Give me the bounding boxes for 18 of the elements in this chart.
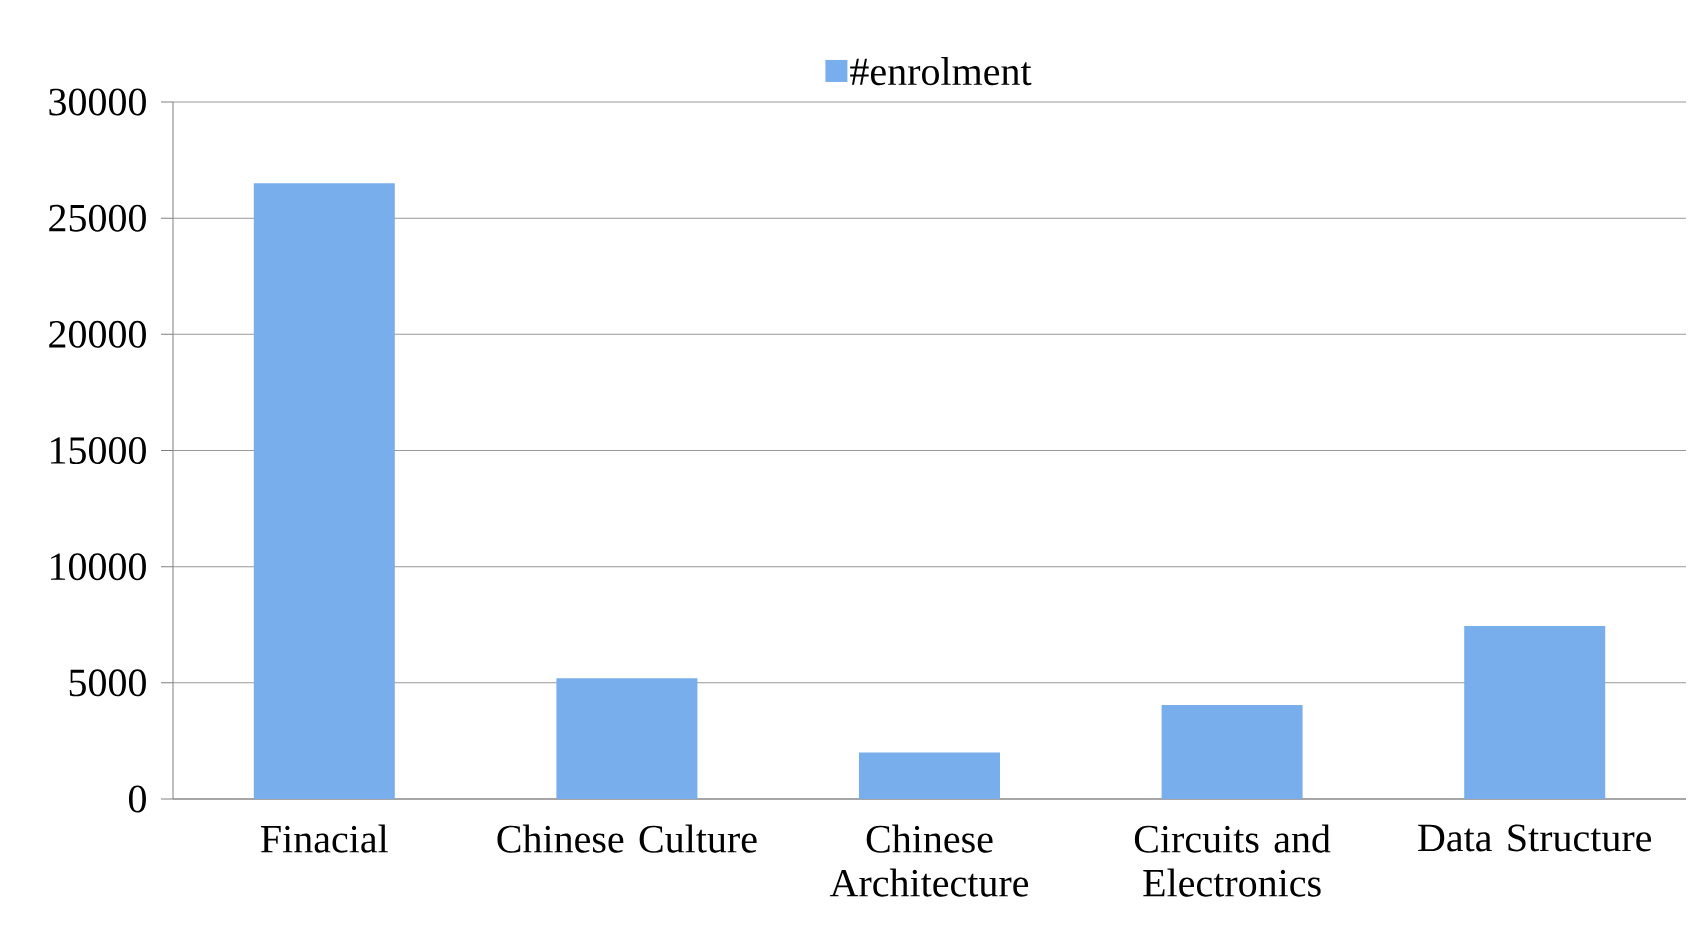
- y-tick-label: 20000: [49, 320, 146, 348]
- x-tick-label: Chinese Culture: [497, 824, 757, 853]
- bar: [556, 678, 698, 799]
- legend-label: #enrolment: [850, 57, 1032, 86]
- x-tick-label: Chinese Architecture: [829, 824, 1029, 897]
- y-tick-label: 10000: [50, 553, 146, 581]
- x-tick-label: Finacial: [261, 824, 388, 853]
- x-tick-label: Data Structure: [1418, 824, 1652, 852]
- y-tick-label: 5000: [69, 669, 146, 697]
- y-tick-label: 0: [128, 785, 146, 813]
- y-tick-label: 30000: [49, 88, 146, 116]
- bar: [1161, 704, 1303, 799]
- bar: [859, 752, 1000, 799]
- bar: [1464, 625, 1606, 799]
- y-tick-label: 25000: [49, 204, 146, 232]
- bar: [253, 183, 395, 799]
- y-tick-label: 15000: [50, 437, 146, 464]
- x-tick-label: Circuits and Electronics: [1134, 824, 1331, 897]
